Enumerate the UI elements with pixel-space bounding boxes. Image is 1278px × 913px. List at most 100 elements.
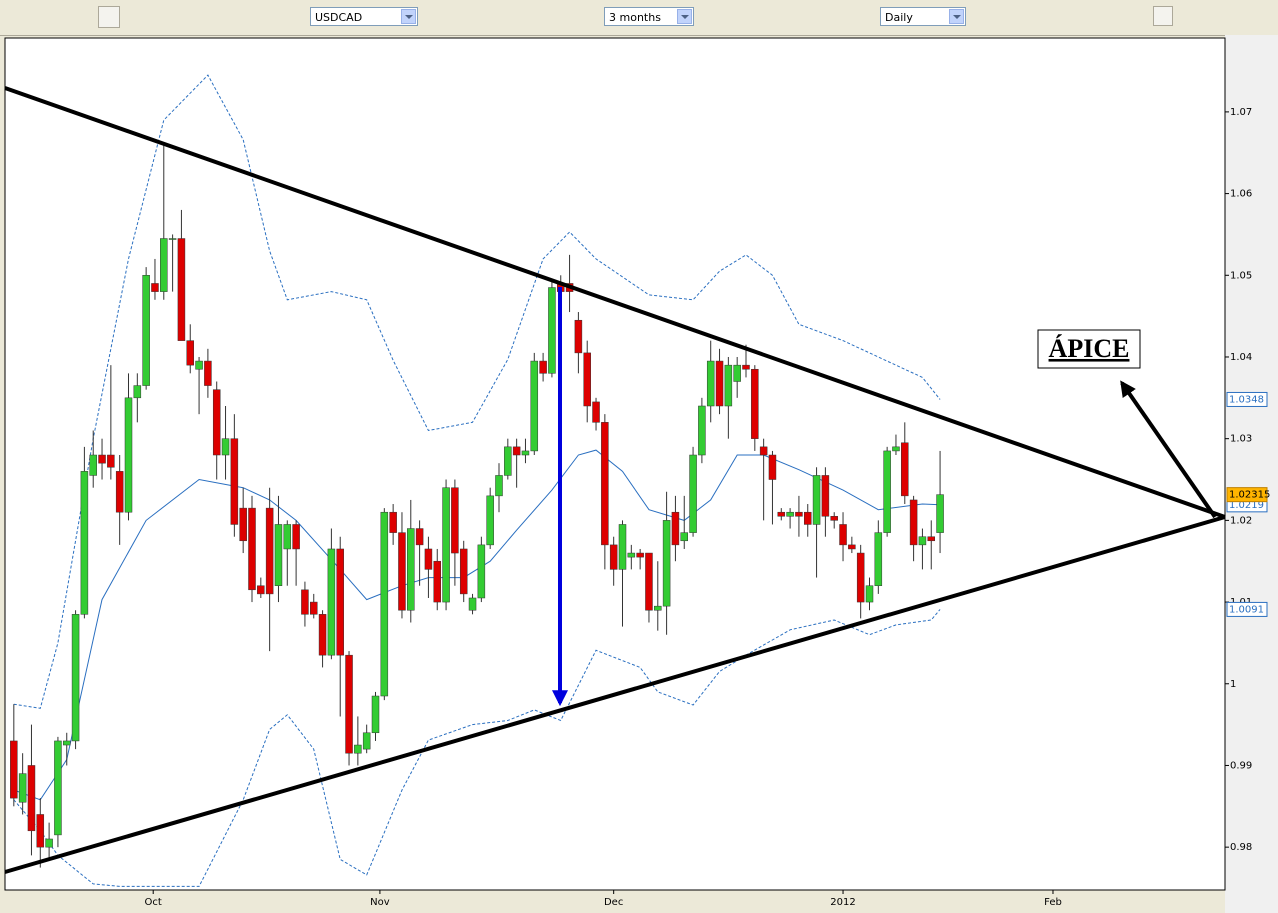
candle-body	[821, 475, 830, 517]
candle-body	[468, 597, 477, 611]
plot-area	[4, 37, 1226, 891]
draw-tool-button[interactable]	[98, 6, 120, 28]
candle-body	[521, 450, 530, 456]
candle-body	[265, 507, 274, 595]
candle-body	[618, 524, 627, 570]
candle-body	[71, 614, 80, 742]
x-tick-label: Nov	[370, 897, 390, 908]
candle-body	[204, 360, 212, 386]
candle-body	[362, 732, 371, 750]
candle-body	[336, 548, 344, 656]
candle-body	[459, 548, 468, 595]
y-tick-label: 1.07	[1230, 107, 1252, 118]
candle-body	[830, 516, 838, 521]
candle-body	[627, 552, 636, 558]
candle-body	[239, 507, 247, 542]
candle-body	[230, 438, 239, 525]
period-text: 3 months	[609, 11, 661, 24]
candle-body	[768, 454, 777, 480]
candle-body	[415, 528, 424, 546]
candle-body	[318, 614, 327, 656]
candle-body	[680, 532, 688, 542]
candle-body	[380, 511, 389, 697]
period-select[interactable]: 3 months	[604, 7, 694, 26]
indicator-price-label: 1.0091	[1229, 604, 1264, 615]
candle-body	[883, 450, 891, 533]
candle-body	[80, 471, 89, 615]
candle-body	[18, 773, 27, 803]
y-tick-label: 0.99	[1230, 760, 1252, 771]
candle-body	[795, 511, 803, 517]
candle-body	[133, 385, 142, 399]
candle-body	[10, 740, 18, 799]
symbol-select[interactable]: USDCAD	[310, 7, 418, 26]
upper-trendline	[4, 86, 1226, 519]
candle-body	[186, 340, 194, 366]
candle-body	[442, 487, 450, 603]
y-tick-label: 1.02	[1230, 515, 1252, 526]
candle-body	[733, 364, 741, 382]
interval-select[interactable]: Daily	[880, 7, 966, 26]
indicator-price-label-box	[1226, 601, 1268, 617]
axis-background	[1225, 35, 1278, 913]
candle-body	[751, 368, 759, 439]
candle-body	[609, 544, 618, 570]
candle-body	[495, 475, 503, 497]
candle-body	[892, 446, 900, 452]
candle-body	[874, 532, 883, 586]
x-tick-label: Oct	[145, 897, 162, 908]
candle-body	[257, 585, 265, 595]
candle-body	[54, 740, 62, 836]
apex-arrow	[1120, 380, 1217, 519]
candle-body	[636, 552, 644, 558]
candle-body	[601, 422, 609, 546]
candle-body	[574, 319, 583, 354]
candle-body	[160, 238, 168, 292]
candle-body	[283, 524, 292, 550]
candle-body	[865, 585, 874, 603]
candle-body	[62, 740, 71, 746]
candle-body	[759, 446, 768, 456]
candle-body	[901, 442, 909, 497]
candle-body	[909, 499, 918, 546]
candle-body	[274, 524, 283, 586]
y-tick-label: 1.04	[1230, 352, 1252, 363]
candle-body	[803, 511, 812, 525]
indicator-price-label-box	[1226, 391, 1268, 407]
toolbar: USDCAD 3 months Daily	[0, 0, 1278, 36]
candle-body	[36, 814, 45, 848]
candle-body	[433, 560, 441, 603]
indicator-price-label: 1.0219	[1229, 500, 1264, 511]
candle-body	[151, 283, 159, 292]
candle-body	[248, 507, 256, 591]
candle-body	[354, 744, 362, 754]
candle-body	[407, 528, 415, 611]
candle-body	[115, 471, 124, 513]
apex-box	[1037, 329, 1141, 369]
candle-body	[98, 454, 106, 464]
y-tick-label: 1.06	[1230, 189, 1252, 200]
candle-body	[389, 511, 397, 533]
candle-body	[706, 360, 715, 407]
candle-body	[486, 495, 494, 546]
y-tick-label: 1.05	[1230, 270, 1252, 281]
candle-body	[530, 360, 539, 452]
candle-body	[424, 548, 433, 570]
indicator-price-label: 1.0348	[1229, 394, 1264, 405]
candle-body	[107, 454, 115, 468]
candle-body	[592, 401, 600, 423]
x-tick-label: Feb	[1044, 897, 1062, 908]
candle-body	[89, 454, 97, 476]
interval-text: Daily	[885, 11, 913, 24]
candle-body	[671, 511, 680, 546]
candle-body	[777, 511, 786, 517]
candle-body	[715, 360, 724, 407]
candle-body	[451, 487, 459, 554]
candle-body	[345, 654, 353, 754]
settings-button[interactable]	[1153, 6, 1173, 26]
candle-body	[548, 287, 556, 374]
chart: ÁPICE 0.980.9911.011.021.031.041.051.061…	[4, 35, 1278, 913]
lower-trendline	[4, 515, 1226, 874]
candle-body	[327, 548, 336, 656]
